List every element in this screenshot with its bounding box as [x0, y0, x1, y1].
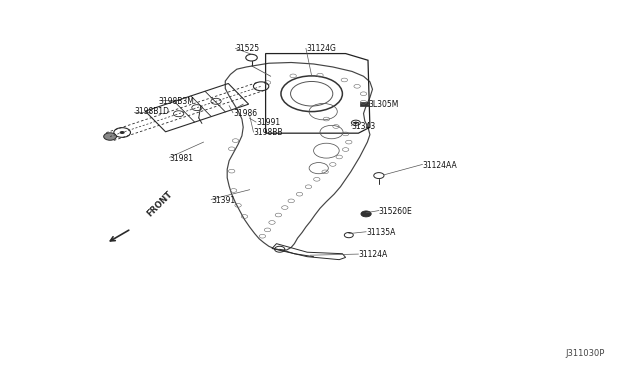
Circle shape — [361, 211, 371, 217]
Bar — [360, 102, 369, 106]
Circle shape — [354, 122, 358, 124]
Text: 31991: 31991 — [256, 118, 280, 127]
Text: 315260E: 315260E — [379, 207, 413, 216]
Text: 31124G: 31124G — [306, 44, 336, 53]
Text: 31124AA: 31124AA — [422, 161, 457, 170]
Text: J311030P: J311030P — [565, 349, 605, 358]
Text: 3198B3M: 3198B3M — [159, 97, 195, 106]
Text: 3L305M: 3L305M — [368, 100, 398, 109]
Text: FRONT: FRONT — [145, 189, 174, 218]
Text: 31986: 31986 — [233, 109, 257, 118]
Text: 3198B1D: 3198B1D — [134, 107, 170, 116]
Circle shape — [120, 131, 125, 134]
Text: 31343: 31343 — [351, 122, 376, 131]
Text: 31981: 31981 — [170, 154, 194, 163]
Text: 31135A: 31135A — [366, 228, 396, 237]
Text: 3198BB: 3198BB — [253, 128, 283, 137]
Circle shape — [104, 133, 116, 140]
Text: 31391: 31391 — [211, 196, 236, 205]
Text: 31525: 31525 — [236, 44, 260, 53]
Text: 31124A: 31124A — [358, 250, 388, 259]
